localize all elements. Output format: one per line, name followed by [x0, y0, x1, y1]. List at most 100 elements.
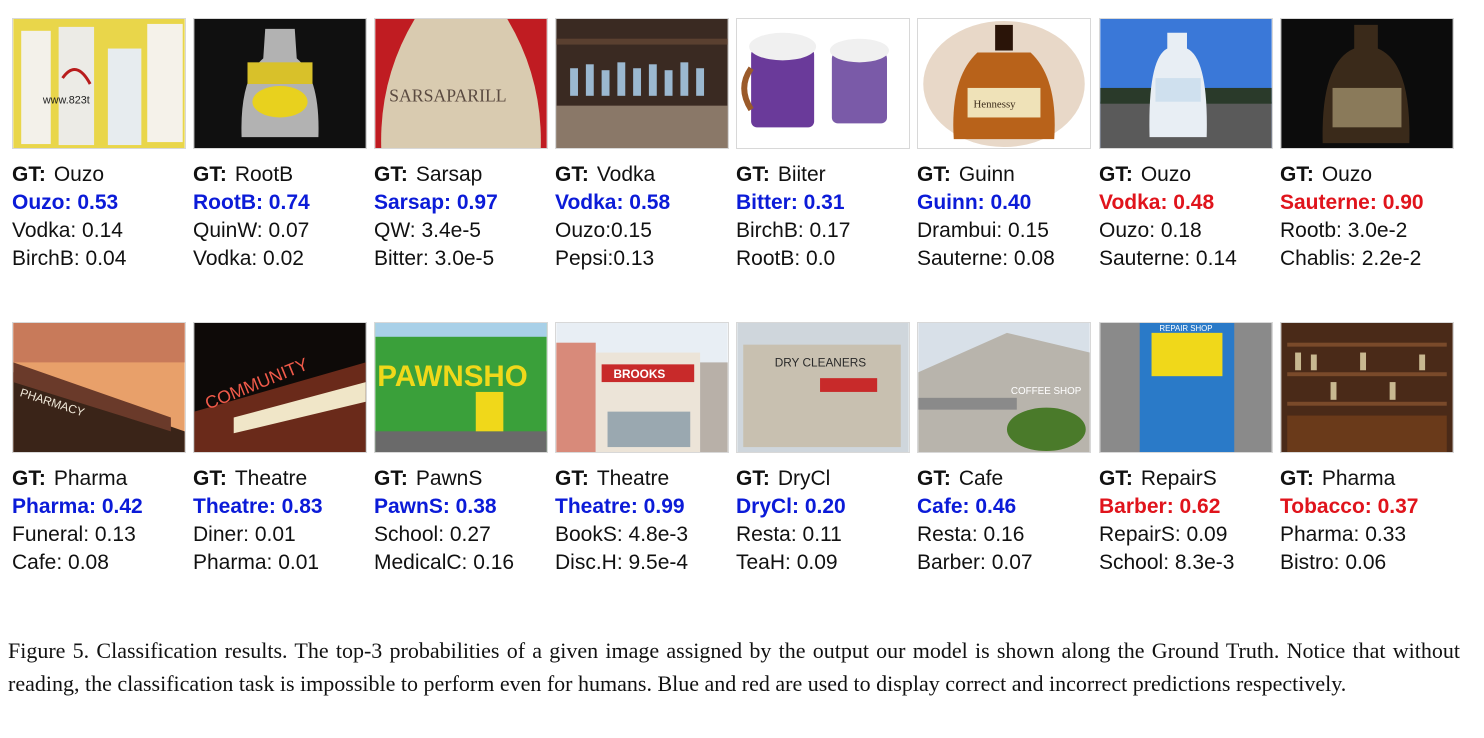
ground-truth: GT: Cafe	[917, 467, 1004, 490]
ground-truth: GT: DryCl	[736, 467, 831, 490]
second-prediction: Ouzo:0.15	[555, 219, 652, 242]
ground-truth: GT: RootB	[193, 163, 294, 186]
second-prediction: BookS: 4.8e-3	[555, 523, 689, 546]
svg-text:SARSAPARILL: SARSAPARILL	[389, 86, 507, 106]
third-prediction: Disc.H: 9.5e-4	[555, 551, 689, 574]
result-cell: www.823t GT: Ouzo Ouzo: 0.53 Vodka: 0.14 …	[12, 18, 188, 273]
top-prediction: Cafe: 0.46	[917, 495, 1017, 518]
second-prediction: Drambui: 0.15	[917, 219, 1049, 242]
top-prediction: Guinn: 0.40	[917, 191, 1032, 214]
figure-caption: Figure 5. Classification results. The to…	[8, 638, 1460, 696]
second-prediction: Rootb: 3.0e-2	[1280, 219, 1408, 242]
product-image	[193, 18, 367, 149]
third-prediction: Sauterne: 0.14	[1099, 247, 1237, 270]
ground-truth: GT: Pharma	[1280, 467, 1396, 490]
top-prediction: PawnS: 0.38	[374, 495, 497, 518]
svg-text:DRY CLEANERS: DRY CLEANERS	[775, 355, 866, 369]
third-prediction: Vodka: 0.02	[193, 247, 304, 270]
second-prediction: QW: 3.4e-5	[374, 219, 481, 242]
top-prediction: Sauterne: 0.90	[1280, 191, 1424, 214]
result-cell: DRY CLEANERS GT: DryCl DryCl: 0.20 Resta:…	[736, 322, 912, 577]
third-prediction: MedicalC: 0.16	[374, 551, 515, 574]
storefront-image: REPAIR SHOP	[1099, 322, 1273, 453]
ground-truth: GT: Sarsap	[374, 163, 483, 186]
top-prediction: Pharma: 0.42	[12, 495, 143, 518]
third-prediction: Pharma: 0.01	[193, 551, 320, 574]
top-prediction: Bitter: 0.31	[736, 191, 845, 214]
ground-truth: GT: Biiter	[736, 163, 826, 186]
product-image	[555, 18, 729, 149]
third-prediction: TeaH: 0.09	[736, 551, 838, 574]
product-image	[736, 18, 910, 149]
ground-truth: GT: Theatre	[193, 467, 308, 490]
result-cell: GT: RootB RootB: 0.74 QuinW: 0.07 Vodka: …	[193, 18, 369, 273]
top-prediction: Vodka: 0.48	[1099, 191, 1215, 214]
ground-truth: GT: Theatre	[555, 467, 670, 490]
result-cell: GT: Ouzo Vodka: 0.48 Ouzo: 0.18 Sauterne:…	[1099, 18, 1275, 273]
product-image: www.823t	[12, 18, 186, 149]
top-prediction: Theatre: 0.83	[193, 495, 323, 518]
second-prediction: Resta: 0.16	[917, 523, 1025, 546]
second-prediction: Vodka: 0.14	[12, 219, 123, 242]
storefront-image: COMMUNITY	[193, 322, 367, 453]
top-prediction: Sarsap: 0.97	[374, 191, 498, 214]
second-prediction: Pharma: 0.33	[1280, 523, 1407, 546]
storefront-image	[1280, 322, 1454, 453]
second-prediction: RepairS: 0.09	[1099, 523, 1228, 546]
third-prediction: Bistro: 0.06	[1280, 551, 1387, 574]
svg-text:COFFEE SHOP: COFFEE SHOP	[1011, 386, 1082, 397]
ground-truth: GT: Pharma	[12, 467, 128, 490]
top-prediction: DryCl: 0.20	[736, 495, 846, 518]
svg-text:Hennessy: Hennessy	[973, 99, 1016, 111]
second-prediction: School: 0.27	[374, 523, 491, 546]
top-prediction: Ouzo: 0.53	[12, 191, 119, 214]
svg-text:PAWNSHO: PAWNSHO	[377, 360, 527, 393]
storefront-image: BROOKS	[555, 322, 729, 453]
third-prediction: Cafe: 0.08	[12, 551, 109, 574]
second-prediction: QuinW: 0.07	[193, 219, 310, 242]
third-prediction: School: 8.3e-3	[1099, 551, 1235, 574]
ground-truth: GT: Ouzo	[1280, 163, 1373, 186]
svg-text:www.823t: www.823t	[42, 95, 90, 107]
top-prediction: Theatre: 0.99	[555, 495, 685, 518]
result-cell: GT: Pharma Tobacco: 0.37 Pharma: 0.33 Bis…	[1280, 322, 1456, 577]
second-prediction: Resta: 0.11	[736, 523, 842, 546]
top-prediction: Vodka: 0.58	[555, 191, 671, 214]
third-prediction: Sauterne: 0.08	[917, 247, 1055, 270]
product-image: SARSAPARILL	[374, 18, 548, 149]
result-cell: REPAIR SHOP GT: RepairS Barber: 0.62 Repa…	[1099, 322, 1275, 577]
result-cell: PHARMACY GT: Pharma Pharma: 0.42 Funeral:…	[12, 322, 188, 577]
second-prediction: Funeral: 0.13	[12, 523, 136, 546]
top-prediction: Tobacco: 0.37	[1280, 495, 1419, 518]
svg-text:BROOKS: BROOKS	[613, 367, 665, 381]
product-image	[1280, 18, 1454, 149]
result-cell: GT: Biiter Bitter: 0.31 BirchB: 0.17 Root…	[736, 18, 912, 273]
result-cell: COFFEE SHOP GT: Cafe Cafe: 0.46 Resta: 0.…	[917, 322, 1093, 577]
ground-truth: GT: Vodka	[555, 163, 656, 186]
ground-truth: GT: Guinn	[917, 163, 1015, 186]
third-prediction: Bitter: 3.0e-5	[374, 247, 495, 270]
storefront-image: PHARMACY	[12, 322, 186, 453]
third-prediction: Pepsi:0.13	[555, 247, 655, 270]
ground-truth: GT: Ouzo	[12, 163, 105, 186]
result-cell: GT: Vodka Vodka: 0.58 Ouzo:0.15 Pepsi:0.1…	[555, 18, 731, 273]
storefront-image: DRY CLEANERS	[736, 322, 910, 453]
ground-truth: GT: Ouzo	[1099, 163, 1192, 186]
second-prediction: Diner: 0.01	[193, 523, 296, 546]
top-prediction: RootB: 0.74	[193, 191, 310, 214]
storefront-image: PAWNSHO	[374, 322, 548, 453]
result-cell: PAWNSHO GT: PawnS PawnS: 0.38 School: 0.2…	[374, 322, 550, 577]
third-prediction: Chablis: 2.2e-2	[1280, 247, 1422, 270]
third-prediction: BirchB: 0.04	[12, 247, 127, 270]
second-prediction: Ouzo: 0.18	[1099, 219, 1202, 242]
result-cell: COMMUNITY GT: Theatre Theatre: 0.83 Diner…	[193, 322, 369, 577]
ground-truth: GT: RepairS	[1099, 467, 1217, 490]
second-prediction: BirchB: 0.17	[736, 219, 851, 242]
svg-text:REPAIR SHOP: REPAIR SHOP	[1159, 324, 1212, 333]
result-cell: GT: Ouzo Sauterne: 0.90 Rootb: 3.0e-2 Cha…	[1280, 18, 1456, 273]
result-cell: Hennessy GT: Guinn Guinn: 0.40 Drambui: 0…	[917, 18, 1093, 273]
top-prediction: Barber: 0.62	[1099, 495, 1221, 518]
ground-truth: GT: PawnS	[374, 467, 483, 490]
result-cell: SARSAPARILL GT: Sarsap Sarsap: 0.97 QW: 3…	[374, 18, 550, 273]
product-image: Hennessy	[917, 18, 1091, 149]
